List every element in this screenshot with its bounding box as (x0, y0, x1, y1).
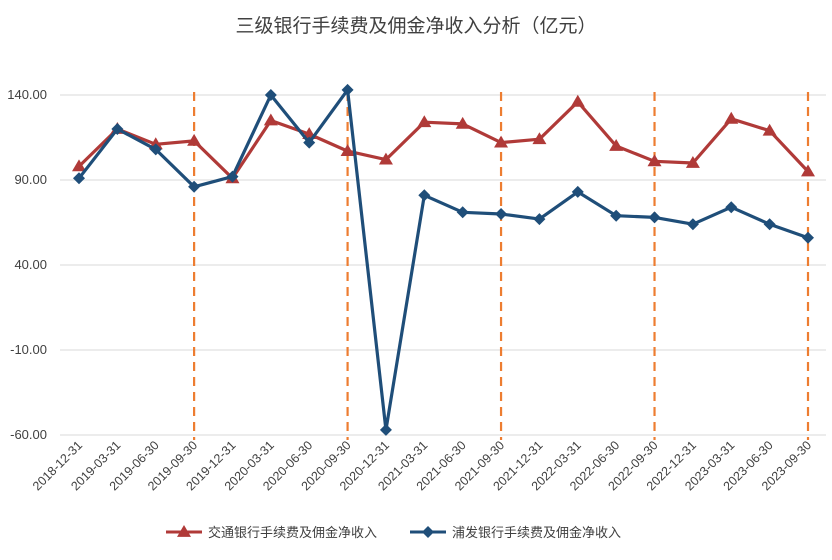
triangle-marker (532, 132, 547, 145)
diamond-marker (725, 201, 738, 214)
triangle-marker (340, 144, 355, 156)
triangle-marker (801, 164, 815, 177)
triangle-marker (187, 133, 202, 146)
diamond-marker (226, 170, 239, 183)
diamond-marker (379, 423, 392, 436)
diamond-marker (303, 136, 316, 149)
triangle-marker (378, 152, 393, 165)
legend-label: 交通银行手续费及佣金净收入 (208, 525, 377, 541)
diamond-marker (763, 218, 776, 231)
diamond-marker (686, 218, 699, 231)
triangle-marker (494, 135, 509, 148)
diamond-marker (456, 206, 469, 219)
x-axis-ticks: 2018-12-312019-03-312019-06-302019-09-30… (30, 438, 814, 493)
y-tick-label: 90.00 (14, 172, 47, 187)
gridlines (60, 94, 826, 436)
triangle-marker (417, 115, 432, 128)
y-tick-label: 140.00 (7, 87, 47, 102)
triangle-marker (455, 116, 470, 129)
diamond-marker (418, 189, 431, 202)
triangle-marker (72, 159, 86, 172)
triangle-marker (724, 111, 739, 124)
diamond-marker (610, 209, 623, 222)
diamond-marker (648, 211, 661, 224)
triangle-marker (263, 113, 278, 126)
triangle-marker (762, 123, 777, 136)
chart-title: 三级银行手续费及佣金净收入分析（亿元） (235, 15, 596, 37)
diamond-marker (802, 231, 814, 244)
diamond-marker (149, 143, 162, 156)
diamond-marker (188, 180, 201, 193)
triangle-marker (177, 525, 191, 537)
diamond-marker (341, 83, 354, 96)
triangle-marker (570, 94, 585, 107)
y-tick-label: 40.00 (14, 257, 47, 272)
diamond-marker (422, 526, 434, 538)
series-layer (72, 83, 815, 436)
legend-label: 浦发银行手续费及佣金净收入 (452, 525, 621, 541)
triangle-marker (609, 139, 624, 151)
diamond-marker (533, 213, 546, 226)
legend: 交通银行手续费及佣金净收入 浦发银行手续费及佣金净收入 (166, 525, 621, 541)
series-bocom (72, 94, 815, 184)
y-tick-label: -10.00 (10, 342, 47, 357)
legend-item: 浦发银行手续费及佣金净收入 (410, 525, 621, 541)
diamond-marker (111, 123, 124, 135)
diamond-marker (495, 208, 508, 220)
triangle-marker (647, 154, 662, 167)
diamond-marker (73, 172, 85, 185)
series-line (77, 88, 809, 432)
y-tick-label: -60.00 (10, 427, 47, 442)
quarter-markers (193, 92, 810, 440)
series-spdb (73, 83, 814, 436)
legend-item: 交通银行手续费及佣金净收入 (166, 525, 377, 541)
y-axis-ticks: 140.00 90.00 40.00 -10.00 -60.00 (7, 87, 47, 442)
series-line (77, 100, 810, 180)
diamond-marker (571, 185, 584, 198)
triangle-marker (685, 156, 700, 168)
diamond-marker (264, 89, 277, 101)
